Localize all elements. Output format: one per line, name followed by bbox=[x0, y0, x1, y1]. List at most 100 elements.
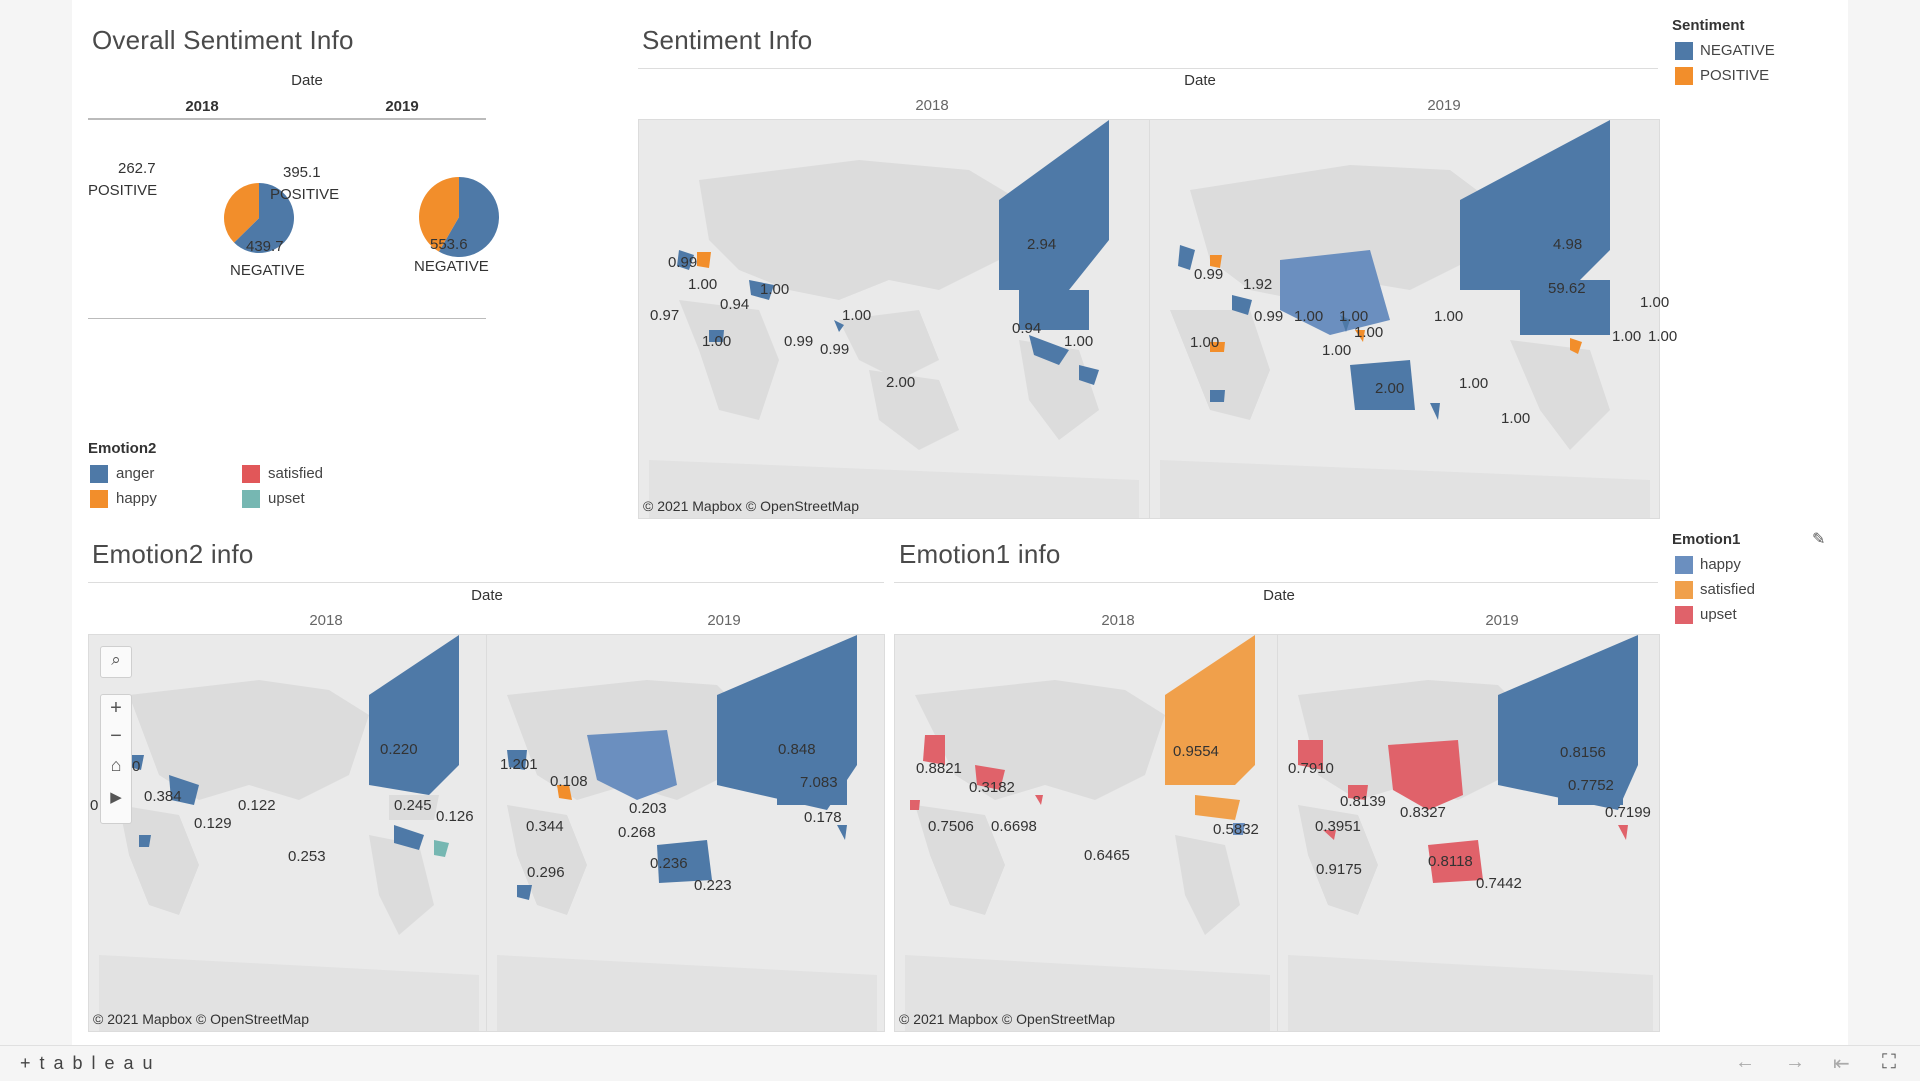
dashboard: Overall Sentiment Info Date 2018 2019 26… bbox=[72, 0, 1848, 1045]
sentiment-legend-title: Sentiment bbox=[1672, 17, 1745, 34]
emotion1-2018-label: 0.3182 bbox=[969, 779, 1015, 796]
emotion1-2019-label: 0.9175 bbox=[1316, 861, 1362, 878]
sentiment-2018-label: 0.97 bbox=[650, 307, 680, 324]
sentiment-2018-label: 1.00 bbox=[842, 307, 872, 324]
happy-label: happy bbox=[1700, 556, 1741, 573]
sentiment-2018-label: 0.99 bbox=[820, 341, 850, 358]
sentiment-header-border bbox=[638, 68, 1658, 69]
emotion2-2018-label: 0.122 bbox=[238, 797, 276, 814]
pie-2018-positive-label: POSITIVE bbox=[88, 182, 158, 199]
emotion2-2019-label: 0.236 bbox=[650, 855, 688, 872]
map-search-control[interactable]: ⌕ bbox=[100, 646, 132, 678]
sentiment-map-2019[interactable] bbox=[1149, 119, 1660, 519]
upset-label: upset bbox=[268, 490, 305, 507]
sentiment-2019-label: 2.00 bbox=[1375, 380, 1405, 397]
emotion1-2019-land bbox=[1288, 635, 1653, 1031]
emotion2-2018-label: 0 bbox=[132, 758, 141, 775]
emotion2-2019-label: 0.268 bbox=[618, 824, 656, 841]
upset-swatch bbox=[242, 490, 260, 508]
emotion1-2018-label: 0.6465 bbox=[1084, 847, 1130, 864]
zoom-out-icon[interactable]: − bbox=[110, 725, 122, 747]
emotion1-2019-label: 0.8327 bbox=[1400, 804, 1446, 821]
emotion1-map-2019[interactable] bbox=[1277, 634, 1660, 1032]
emotion2-map-2019[interactable] bbox=[486, 634, 885, 1032]
emotion1-date-header: Date bbox=[1263, 587, 1295, 604]
positive-swatch bbox=[1675, 67, 1693, 85]
pie-slice-negative[interactable] bbox=[438, 177, 499, 257]
emotion1-legend-title: Emotion1 bbox=[1672, 531, 1741, 548]
fullscreen-icon[interactable]: ⛶ bbox=[1882, 1051, 1896, 1073]
sentiment-2018-label: 0.94 bbox=[1012, 320, 1042, 337]
emotion2-date-header: Date bbox=[471, 587, 503, 604]
emotion1-2019-label: 0.8118 bbox=[1428, 853, 1473, 870]
sentiment-2018-label: 0.94 bbox=[720, 296, 750, 313]
emotion2-2018-label: 0.384 bbox=[144, 788, 182, 805]
overall-pie-svg[interactable] bbox=[202, 170, 532, 280]
sentiment-2018-label: 0.99 bbox=[668, 254, 698, 271]
zoom-in-icon[interactable]: + bbox=[110, 697, 122, 719]
satisfied-swatch bbox=[1675, 581, 1693, 599]
sentiment-2019-label: 1.00 bbox=[1339, 308, 1369, 325]
sentiment-2018-label: 1.00 bbox=[760, 281, 790, 298]
sentiment-2019-label: 1.00 bbox=[1190, 334, 1220, 351]
emotion2-2019-label: 0.296 bbox=[527, 864, 565, 881]
emotion1-2019-label: 0.7910 bbox=[1288, 760, 1334, 777]
pie-slice-positive[interactable] bbox=[224, 183, 259, 243]
happy-label: happy bbox=[116, 490, 157, 507]
sentiment-info-title: Sentiment Info bbox=[642, 25, 813, 55]
emotion2-legend-title: Emotion2 bbox=[88, 440, 157, 457]
sentiment-2019-label: 1.92 bbox=[1243, 276, 1273, 293]
emotion1-2018-land bbox=[905, 635, 1270, 1031]
emotion1-map-2018[interactable]: © 2021 Mapbox © OpenStreetMap bbox=[894, 634, 1278, 1032]
sentiment-2019-label: 59.62 bbox=[1548, 280, 1586, 297]
overall-sentiment-title: Overall Sentiment Info bbox=[92, 25, 354, 55]
play-icon[interactable]: ▶ bbox=[110, 789, 122, 806]
emotion1-2018-label: 0.9554 bbox=[1173, 743, 1219, 760]
revert-icon[interactable]: ⇤ bbox=[1833, 1053, 1850, 1075]
pen-icon[interactable]: ✎ bbox=[1812, 531, 1826, 548]
emotion1-header-border bbox=[894, 582, 1658, 583]
sentiment-2018-label: 1.00 bbox=[702, 333, 732, 350]
pie-2018-positive-value: 262.7 bbox=[118, 160, 156, 177]
emotion2-map-credit: © 2021 Mapbox © OpenStreetMap bbox=[93, 1011, 309, 1027]
sentiment-2019-label: 1.00 bbox=[1640, 294, 1670, 311]
overall-year-2019: 2019 bbox=[385, 98, 419, 115]
pie-2019-negative-label: NEGATIVE bbox=[414, 258, 489, 275]
emotion2-2019-label: 0.108 bbox=[550, 773, 588, 790]
upset-swatch bbox=[1675, 606, 1693, 624]
undo-icon[interactable]: ← bbox=[1735, 1051, 1755, 1073]
overall-bottom-divider bbox=[88, 318, 486, 319]
emotion2-year-2019: 2019 bbox=[707, 612, 741, 629]
pie-slice-positive[interactable] bbox=[419, 177, 459, 252]
negative-label: NEGATIVE bbox=[1700, 42, 1775, 59]
happy-swatch bbox=[90, 490, 108, 508]
emotion1-2019-label: 0.7199 bbox=[1605, 804, 1651, 821]
emotion1-year-2018: 2018 bbox=[1101, 612, 1135, 629]
emotion2-2018-label: 0 bbox=[90, 797, 99, 814]
sentiment-2019-label: 0.99 bbox=[1194, 266, 1224, 283]
pie-slice-negative[interactable] bbox=[234, 183, 294, 254]
upset-label: upset bbox=[1700, 606, 1737, 623]
tableau-logo[interactable]: + t a b l e a u bbox=[20, 1053, 155, 1073]
emotion2-map-2018[interactable]: © 2021 Mapbox © OpenStreetMap bbox=[88, 634, 487, 1032]
emotion2-info-title: Emotion2 info bbox=[92, 539, 254, 569]
redo-icon[interactable]: → bbox=[1785, 1051, 1805, 1073]
emotion1-2019-label: 0.3951 bbox=[1315, 818, 1361, 835]
emotion2-header-border bbox=[88, 582, 884, 583]
pie-2019-negative-value: 553.6 bbox=[430, 236, 468, 253]
emotion2-2018-label: 0.253 bbox=[288, 848, 326, 865]
emotion2-2019-label: 0.344 bbox=[526, 818, 564, 835]
emotion2-2019-label: 0.848 bbox=[778, 741, 816, 758]
emotion2-2018-label: 0.129 bbox=[194, 815, 232, 832]
emotion1-info-title: Emotion1 info bbox=[899, 539, 1061, 569]
sentiment-2019-label: 1.00 bbox=[1459, 375, 1489, 392]
anger-swatch bbox=[90, 465, 108, 483]
home-icon[interactable]: ⌂ bbox=[110, 755, 122, 775]
emotion1-2019-label: 0.7752 bbox=[1568, 777, 1614, 794]
pie-2018-negative-value: 439.7 bbox=[246, 238, 284, 255]
emotion2-2018-land bbox=[99, 635, 479, 1031]
emotion2-2018-label: 0.220 bbox=[380, 741, 418, 758]
overall-date-header: Date bbox=[291, 72, 323, 89]
sentiment-map-2018[interactable]: © 2021 Mapbox © OpenStreetMap bbox=[638, 119, 1150, 519]
emotion1-year-2019: 2019 bbox=[1485, 612, 1519, 629]
